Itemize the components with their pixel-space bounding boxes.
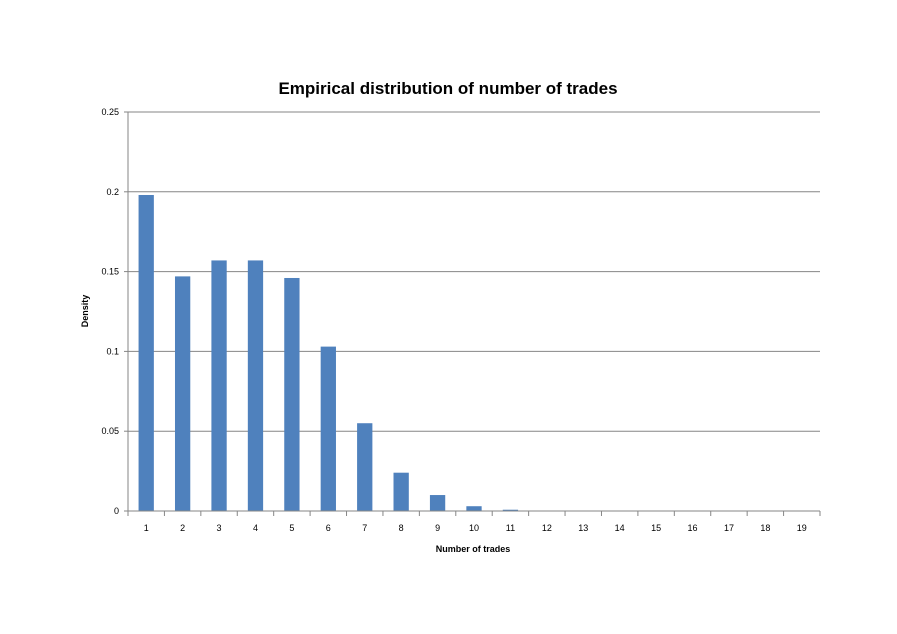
x-tick-label: 16 xyxy=(688,523,698,533)
x-tick-label: 3 xyxy=(217,523,222,533)
bar xyxy=(247,260,264,511)
bar xyxy=(357,423,373,511)
x-axis-label: Number of trades xyxy=(436,544,511,554)
chart-title: Empirical distribution of number of trad… xyxy=(278,79,617,98)
bar xyxy=(320,346,336,511)
x-tick-label: 13 xyxy=(578,523,588,533)
x-tick-label: 9 xyxy=(435,523,440,533)
y-tick-label: 0.2 xyxy=(106,187,119,197)
x-tick-label: 14 xyxy=(615,523,625,533)
bar xyxy=(138,194,154,511)
y-tick-label: 0.1 xyxy=(106,346,119,356)
x-tick-label: 5 xyxy=(289,523,294,533)
y-axis-label: Density xyxy=(80,295,90,328)
x-tick-label: 11 xyxy=(506,523,515,533)
x-tick-label: 2 xyxy=(180,523,185,533)
y-tick-label: 0.05 xyxy=(101,426,119,436)
y-tick-labels: 0 0.05 0.1 0.15 0.2 0.25 xyxy=(101,107,128,516)
x-tick-label: 15 xyxy=(651,523,661,533)
bar xyxy=(284,277,300,511)
x-tick-label: 19 xyxy=(797,523,807,533)
axes xyxy=(127,112,820,512)
bar xyxy=(502,509,519,511)
bar xyxy=(466,506,482,511)
x-tick-label: 12 xyxy=(542,523,552,533)
bar xyxy=(429,495,446,511)
bars xyxy=(138,194,628,511)
gridlines xyxy=(128,111,820,432)
bar xyxy=(174,276,191,511)
y-tick-label: 0.25 xyxy=(101,107,119,117)
bar xyxy=(393,472,409,511)
x-tick-label: 4 xyxy=(253,523,258,533)
x-tick-labels: 1 2 3 4 5 6 7 8 9 10 11 12 13 14 15 16 17 18 19 xyxy=(127,511,821,533)
x-tick-label: 6 xyxy=(326,523,331,533)
x-tick-label: 18 xyxy=(760,523,770,533)
y-tick-label: 0 xyxy=(114,506,119,516)
x-tick-label: 1 xyxy=(144,523,149,533)
x-tick-label: 10 xyxy=(469,523,479,533)
x-tick-label: 8 xyxy=(399,523,404,533)
x-tick-label: 17 xyxy=(724,523,734,533)
x-tick-label: 7 xyxy=(362,523,367,533)
y-tick-label: 0.15 xyxy=(101,267,119,277)
bar xyxy=(211,260,227,511)
